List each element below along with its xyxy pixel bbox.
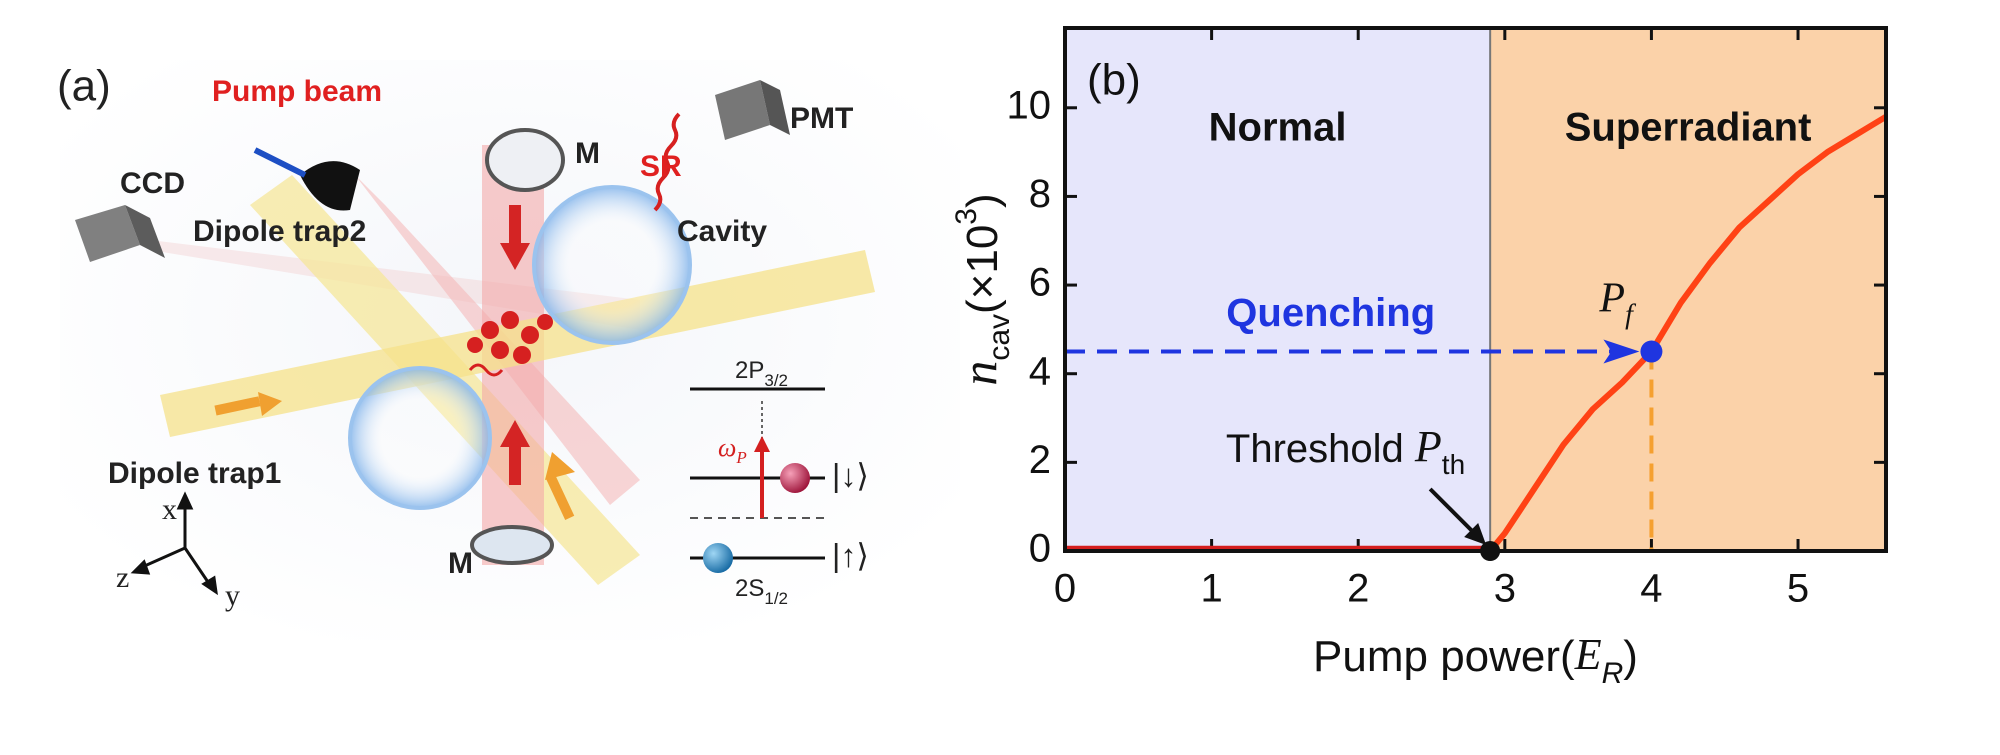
- annotation-part: P: [1598, 275, 1625, 321]
- region: [1065, 28, 1491, 551]
- level-label: 2P3/2: [735, 357, 788, 390]
- pmt-side: [760, 80, 790, 135]
- mirror: [485, 128, 565, 192]
- label: M: [575, 137, 600, 170]
- y-tick-label: 10: [1007, 83, 1052, 127]
- x-tick-label: 2: [1347, 567, 1369, 611]
- x-tick-label: 4: [1640, 567, 1662, 611]
- axis-name: y: [225, 579, 240, 612]
- region-label: Normal: [1209, 106, 1347, 150]
- label: PMT: [790, 102, 853, 135]
- x-tick-label: 0: [1054, 567, 1076, 611]
- panel-a: (a) Pump beam SR PMT CCD M Dipole trap2 …: [57, 60, 960, 640]
- label: Dipole trap2: [193, 215, 366, 248]
- y-axis-label: ncav(×103): [950, 193, 1016, 385]
- region-label: Superradiant: [1565, 106, 1812, 150]
- y-axis-label-part: ): [958, 193, 1007, 208]
- label: Cavity: [677, 215, 767, 248]
- y-tick-label: 8: [1029, 172, 1051, 216]
- annotation-part: th: [1442, 449, 1465, 480]
- y-axis-label-part: n: [951, 361, 1007, 386]
- dipole-beam-1: [160, 250, 875, 437]
- panel-label: (b): [1087, 56, 1141, 105]
- y-axis-label-part: 3: [950, 208, 983, 225]
- atom-down: [780, 463, 810, 493]
- cavity-mirror: [532, 185, 692, 345]
- fiber: [253, 147, 307, 178]
- label: Dipole trap1: [108, 457, 281, 490]
- state-label: |↑⟩: [832, 537, 869, 573]
- y-tick-label: 6: [1029, 261, 1051, 305]
- ccd-box: [75, 205, 140, 262]
- cavity-mirror: [348, 366, 492, 510]
- annotation-part: f: [1625, 299, 1636, 330]
- x-tick-label: 1: [1200, 567, 1222, 611]
- y-axis-label-part: cav: [983, 314, 1016, 361]
- pump-arrow-head: [754, 436, 770, 452]
- axis-name: z: [116, 561, 129, 594]
- state-label: |↓⟩: [832, 457, 869, 493]
- cavity-arrows: [500, 205, 530, 485]
- x-axis-label-part: ): [1623, 632, 1638, 681]
- mirror: [470, 525, 554, 565]
- wave: [468, 363, 504, 377]
- x-axis-label-part: E: [1574, 630, 1602, 679]
- label: Pump beam: [212, 75, 382, 108]
- x-tick-label: 5: [1787, 567, 1809, 611]
- sr-wave: [653, 112, 681, 212]
- axis-name: x: [162, 493, 177, 526]
- atoms: [467, 311, 553, 364]
- atom-up: [703, 543, 733, 573]
- pmt-box: [715, 80, 770, 140]
- y-tick-label: 4: [1029, 349, 1051, 393]
- annotation-part: P: [1414, 422, 1442, 471]
- x-axis-label-part: R: [1602, 657, 1624, 690]
- quench-arrow: [1603, 339, 1640, 364]
- panel-label: (a): [57, 62, 111, 111]
- y-tick-label: 0: [1029, 527, 1051, 571]
- annotation: Threshold Pth: [1226, 422, 1465, 480]
- panel-b: Normal Superradiant 0 1 2 3 4 5 0 2 4 6 8 10 Quenching…: [950, 26, 1888, 690]
- coord-axes: [130, 491, 218, 596]
- annotation-part: Threshold: [1226, 427, 1415, 471]
- omega-label: ωP: [718, 433, 747, 467]
- annotation: Pf: [1598, 275, 1636, 330]
- x-axis-label-part: Pump power(: [1313, 632, 1575, 681]
- data-line: [1487, 114, 1888, 553]
- pump-head: [300, 161, 360, 211]
- threshold-arrow-head: [1464, 523, 1487, 545]
- label: CCD: [120, 167, 185, 200]
- dipole-arrows: [214, 392, 575, 520]
- label: M: [448, 547, 473, 580]
- y-axis-label-part: (×10: [958, 225, 1007, 314]
- final-point: [1640, 340, 1663, 363]
- x-axis-label: Pump power(ER): [1313, 630, 1638, 690]
- annotation: Quenching: [1226, 291, 1435, 335]
- label: SR: [640, 150, 682, 183]
- x-tick-label: 3: [1494, 567, 1516, 611]
- y-tick-label: 2: [1029, 438, 1051, 482]
- ccd-side: [125, 205, 165, 258]
- plot-frame: [1063, 26, 1888, 553]
- level-label: 2S1/2: [735, 575, 788, 608]
